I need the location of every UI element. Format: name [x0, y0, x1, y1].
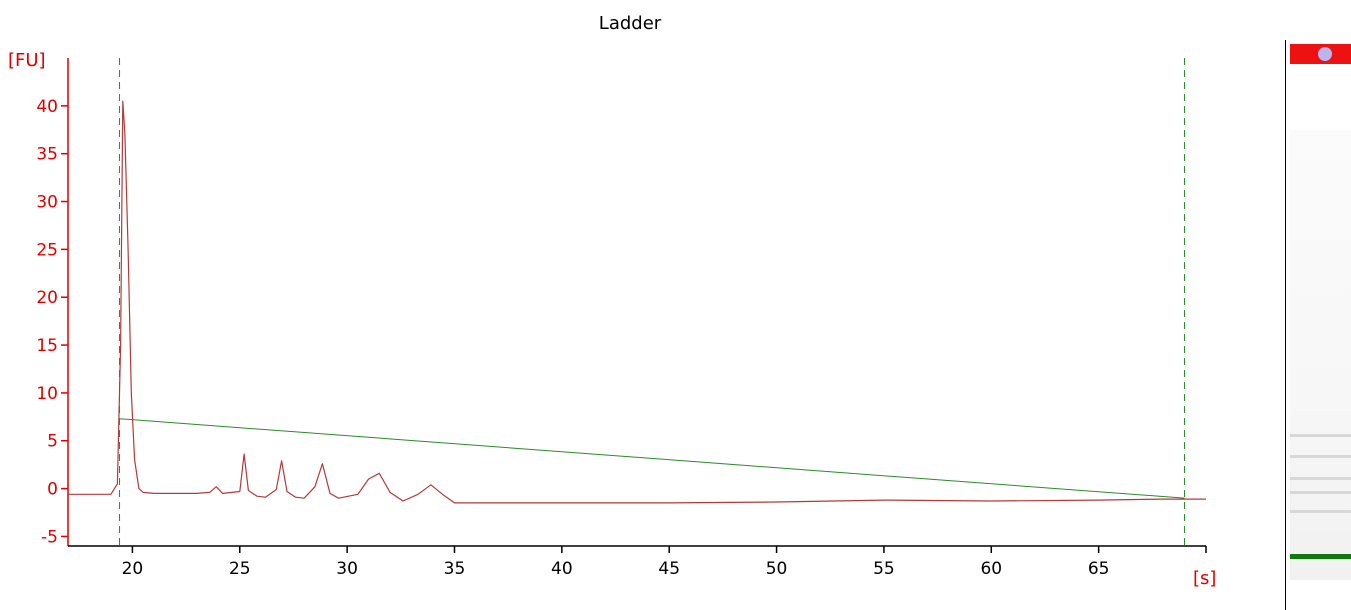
y-tick-label: 5	[47, 432, 58, 452]
gel-well	[1290, 44, 1351, 64]
x-tick-label: 50	[766, 559, 788, 579]
x-tick-label: 35	[444, 559, 466, 579]
y-tick-label: 35	[36, 145, 58, 165]
gel-lane	[1285, 40, 1351, 610]
x-axis-label: [s]	[1193, 568, 1216, 589]
y-tick-label: 30	[36, 193, 58, 213]
gel-band	[1290, 455, 1351, 458]
x-tick-label: 60	[980, 559, 1002, 579]
axes: -5 0 5 10 15 20 25 30 35 40 20 25 30 35 40 45 50 55 60 65	[36, 58, 1207, 579]
x-tick-label: 25	[229, 559, 251, 579]
marker-lines	[119, 58, 1186, 546]
y-tick-label: 0	[47, 480, 58, 500]
gel-smear	[1290, 130, 1351, 580]
gel-marker-band	[1290, 554, 1351, 559]
chart-title: Ladder	[599, 13, 662, 34]
y-axis-label: [FU]	[8, 50, 46, 71]
gel-band	[1290, 477, 1351, 480]
y-tick-label: 20	[36, 288, 58, 308]
x-tick-label: 65	[1088, 559, 1110, 579]
x-tick-label: 55	[873, 559, 895, 579]
baseline-line	[119, 418, 1185, 499]
y-tick-label: 40	[36, 97, 58, 117]
y-tick-label: 25	[36, 240, 58, 260]
x-tick-label: 40	[551, 559, 573, 579]
gel-well-dot	[1318, 47, 1332, 61]
electropherogram-chart: Ladder [FU] [s] -5 0 5 10 15 20 25 30 35 40 20 25 30…	[8, 13, 1216, 589]
x-tick-label: 45	[658, 559, 680, 579]
y-tick-label: 10	[36, 384, 58, 404]
gel-band	[1290, 491, 1351, 494]
y-tick-label: 15	[36, 336, 58, 356]
y-tick-label: -5	[41, 527, 58, 547]
gel-band	[1290, 510, 1351, 513]
plot-area	[68, 100, 1206, 504]
x-tick-label: 30	[336, 559, 358, 579]
signal-series-line	[68, 100, 1206, 504]
gel-band	[1290, 434, 1351, 437]
x-tick-label: 20	[122, 559, 144, 579]
